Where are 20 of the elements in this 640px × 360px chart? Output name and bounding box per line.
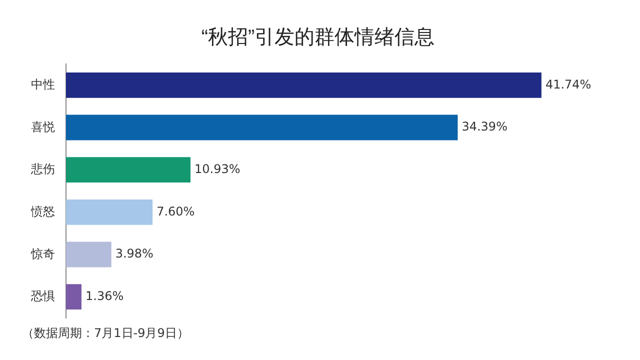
bar (66, 72, 542, 98)
data-label: 10.93% (194, 162, 240, 176)
bar (66, 242, 112, 268)
data-label: 34.39% (462, 120, 508, 134)
y-tick-label: 中性 (31, 77, 55, 92)
text: （数据周期：7月1日-9月9日） (22, 326, 189, 340)
bar (66, 157, 190, 183)
bar (66, 114, 458, 140)
data-label: 41.74% (545, 77, 592, 92)
data-label: 7.60% (156, 204, 195, 218)
bar (66, 284, 82, 310)
y-tick-label: 恐惧 (30, 289, 55, 304)
y-tick-label: 惊奇 (30, 246, 55, 261)
y-tick-label: 喜悦 (31, 120, 55, 134)
chart-title: “秋招”引发的群体情绪信息 (201, 26, 435, 49)
bar (66, 199, 153, 225)
data-label: 1.36% (85, 288, 124, 303)
y-tick-label: 愤怒 (30, 204, 55, 218)
data-label: 3.98% (115, 246, 154, 261)
y-tick-label: 悲伤 (30, 162, 55, 176)
